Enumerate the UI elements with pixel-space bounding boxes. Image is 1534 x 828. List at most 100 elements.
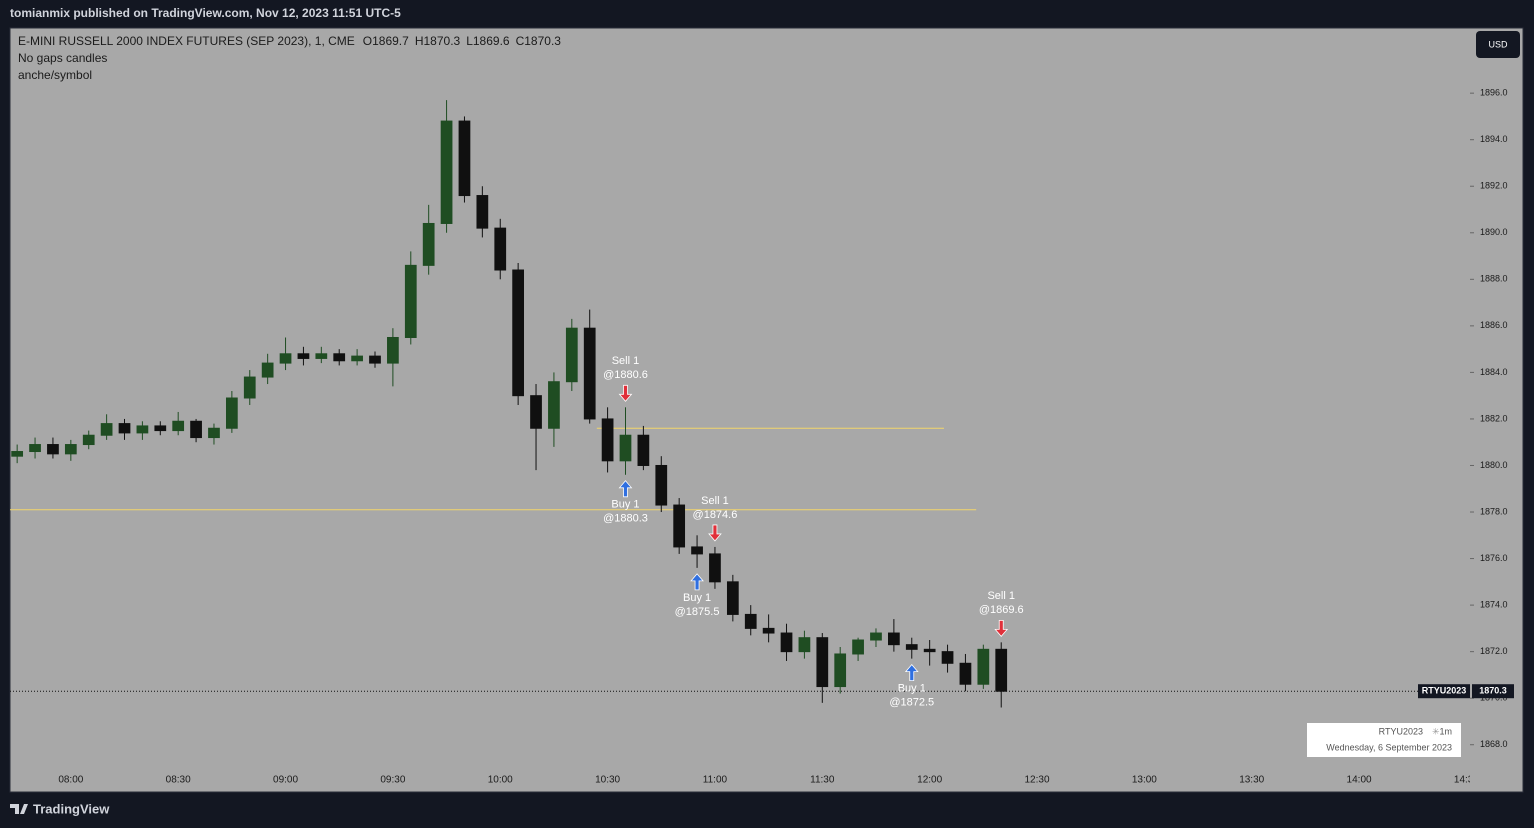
candle-body (243, 376, 256, 399)
candle-body (923, 648, 936, 653)
symbol-tag (1418, 684, 1470, 699)
x-tick-label: 09:30 (380, 775, 405, 786)
price-tag-label: 1870.3 (1479, 686, 1507, 696)
buy-arrow (904, 664, 919, 682)
candle-body (726, 581, 739, 615)
trade-price: @1874.6 (693, 509, 738, 521)
info-box (1307, 723, 1461, 757)
buy-arrow (618, 480, 633, 498)
candle-body (870, 632, 882, 641)
footer-brand: TradingView (33, 801, 110, 816)
candle-body (977, 648, 990, 685)
candle-body (422, 222, 435, 266)
published-header: tomianmix published on TradingView.com, … (10, 6, 401, 20)
trade-label: Sell 1 (612, 355, 640, 367)
candle-body (512, 269, 525, 397)
y-tick-label: 1880.0 (1480, 460, 1508, 470)
candle-body (780, 632, 793, 653)
y-tick-label: 1890.0 (1480, 227, 1508, 237)
candle-body (798, 637, 811, 653)
y-tick-label: 1874.0 (1480, 599, 1508, 609)
candle-body (64, 444, 77, 455)
legend-ohlc-value: H1870.3 (415, 34, 461, 48)
candle-body (154, 425, 167, 432)
candle-body (387, 336, 399, 364)
candle-body (852, 639, 864, 655)
candle-body (190, 420, 202, 439)
candle-body (494, 227, 507, 271)
sell-arrow (994, 619, 1009, 637)
x-tick-label: 11:00 (703, 775, 728, 786)
candle-body (744, 613, 757, 629)
candle-body (655, 464, 668, 506)
candle-body (941, 651, 954, 664)
candle-body (208, 427, 220, 439)
candle-body (530, 395, 542, 429)
candle-body (995, 648, 1008, 692)
currency-label[interactable]: USD (1488, 39, 1508, 49)
candle-body (118, 423, 131, 434)
candle-body (82, 434, 95, 446)
legend-ohlc-value: L1869.6 (466, 34, 510, 48)
currency-button[interactable] (1476, 31, 1520, 58)
x-tick-label: 11:30 (810, 775, 835, 786)
x-tick-label: 10:30 (595, 775, 620, 786)
x-tick-label: 10:00 (488, 775, 513, 786)
y-tick-label: 1894.0 (1480, 134, 1508, 144)
x-tick-label: 13:30 (1239, 775, 1264, 786)
trade-label: Buy 1 (611, 499, 639, 511)
x-tick-label: 12:30 (1024, 775, 1049, 786)
y-tick-label: 1882.0 (1480, 413, 1508, 423)
trade-label: Sell 1 (701, 495, 729, 507)
candle-body (816, 637, 829, 688)
y-tick-label: 1884.0 (1480, 367, 1508, 377)
trade-price: @1880.6 (603, 369, 648, 381)
candle-body (959, 662, 972, 685)
trade-price: @1869.6 (979, 604, 1024, 616)
sell-arrow (618, 384, 633, 402)
candle-body (369, 355, 381, 364)
candle-body (261, 362, 274, 378)
candle-body (673, 504, 686, 548)
legend-line: anche/symbol (18, 68, 92, 82)
candle-body (637, 434, 650, 466)
candle-body (225, 397, 238, 429)
info-separator: ✳ (1432, 726, 1440, 736)
candle-body (333, 353, 346, 362)
price-tag (1472, 684, 1514, 699)
trade-price: @1880.3 (603, 513, 648, 525)
x-tick-label: 08:30 (166, 775, 191, 786)
candle-body (691, 546, 703, 555)
footer-logo: TradingView (10, 801, 110, 816)
symbol-tag-label: RTYU2023 (1422, 686, 1467, 696)
trade-price: @1872.5 (889, 697, 934, 709)
x-tick-label: 13:00 (1132, 775, 1157, 786)
candle-body (619, 434, 632, 462)
candle-body (11, 451, 24, 457)
candle-body (315, 353, 328, 359)
y-tick-label: 1896.0 (1480, 88, 1508, 98)
candle-body (47, 444, 59, 455)
trade-label: Buy 1 (898, 683, 926, 695)
candle-body (458, 120, 471, 197)
candle-body (351, 355, 363, 362)
y-tick-label: 1868.0 (1480, 739, 1508, 749)
info-interval: 1m (1439, 726, 1452, 736)
plot: 08:00 08:30 09:00 09:30 10:00 10:30 11:00 11:30… (10, 100, 1470, 786)
candle-body (888, 632, 900, 646)
x-tick-label: 12:00 (917, 775, 942, 786)
candle-body (565, 327, 578, 383)
legend-ohlc-value: C1870.3 (516, 34, 562, 48)
legend-ohlc-value: O1869.7 (363, 34, 409, 48)
legend-line: No gaps candles (18, 51, 107, 65)
buy-arrow (690, 573, 704, 591)
candle-body (583, 327, 596, 420)
y-tick-label: 1888.0 (1480, 274, 1508, 284)
logo-icon (10, 804, 28, 814)
candle-body (476, 195, 489, 229)
info-date: Wednesday, 6 September 2023 (1326, 742, 1452, 752)
candle-body (297, 353, 310, 359)
sell-arrow (708, 524, 722, 542)
